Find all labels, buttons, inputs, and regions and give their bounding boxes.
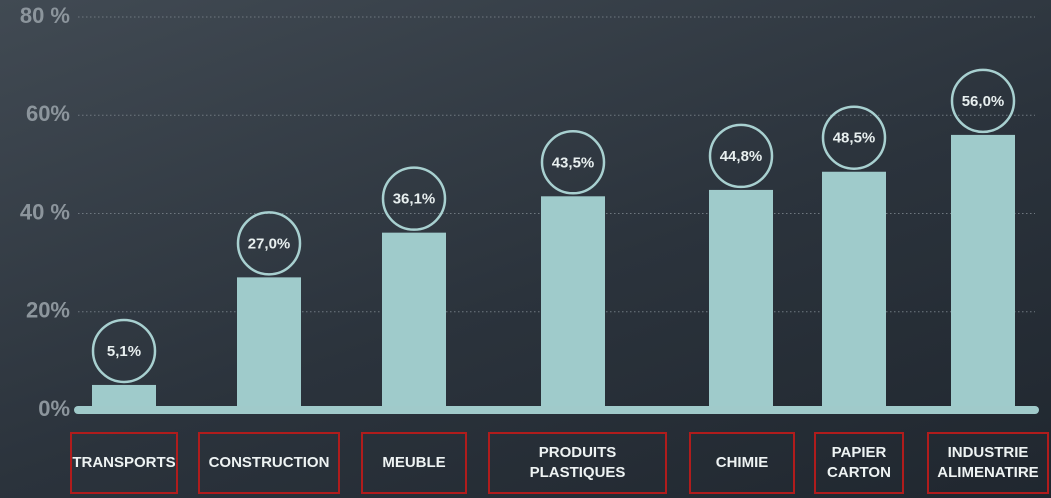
bar bbox=[951, 134, 1015, 410]
x-tick-label: PRODUITS PLASTIQUES bbox=[488, 432, 667, 494]
y-tick-label: 60% bbox=[26, 101, 70, 126]
x-tick-label: MEUBLE bbox=[361, 432, 467, 494]
value-label-circle bbox=[950, 68, 1016, 134]
value-label-circle bbox=[821, 105, 887, 170]
value-label: 27,0% bbox=[248, 235, 291, 252]
value-label: 36,1% bbox=[393, 191, 436, 208]
value-label: 48,5% bbox=[833, 130, 876, 147]
y-tick-label: 0% bbox=[38, 396, 70, 421]
value-label-circle bbox=[91, 318, 157, 384]
value-label-circle bbox=[236, 211, 302, 276]
y-tick-label: 20% bbox=[26, 298, 70, 323]
y-tick-label: 40 % bbox=[20, 199, 70, 224]
bar bbox=[237, 277, 301, 410]
x-tick-label: CHIMIE bbox=[689, 432, 795, 494]
value-label: 44,8% bbox=[720, 148, 763, 165]
value-label-circle bbox=[540, 130, 606, 195]
value-label: 5,1% bbox=[107, 343, 141, 360]
value-label: 56,0% bbox=[962, 93, 1005, 110]
chart: 0% 20% 40 % 60% 80 % 5,1% 27,0% 36,1% 43,5% 44,8%… bbox=[20, 3, 1039, 421]
value-label-circle bbox=[381, 166, 447, 231]
bar bbox=[709, 189, 773, 410]
x-tick-label: CONSTRUCTION bbox=[198, 432, 340, 494]
y-tick-label: 80 % bbox=[20, 3, 70, 28]
x-tick-label: PAPIER CARTON bbox=[814, 432, 904, 494]
bar bbox=[541, 196, 605, 410]
x-tick-label: INDUSTRIE ALIMENATIRE bbox=[927, 432, 1049, 494]
x-tick-label: TRANSPORTS bbox=[70, 432, 178, 494]
value-label: 43,5% bbox=[552, 154, 595, 171]
bar bbox=[92, 384, 156, 410]
bar bbox=[382, 232, 446, 410]
value-label-circle bbox=[708, 123, 774, 189]
bar bbox=[822, 171, 886, 410]
